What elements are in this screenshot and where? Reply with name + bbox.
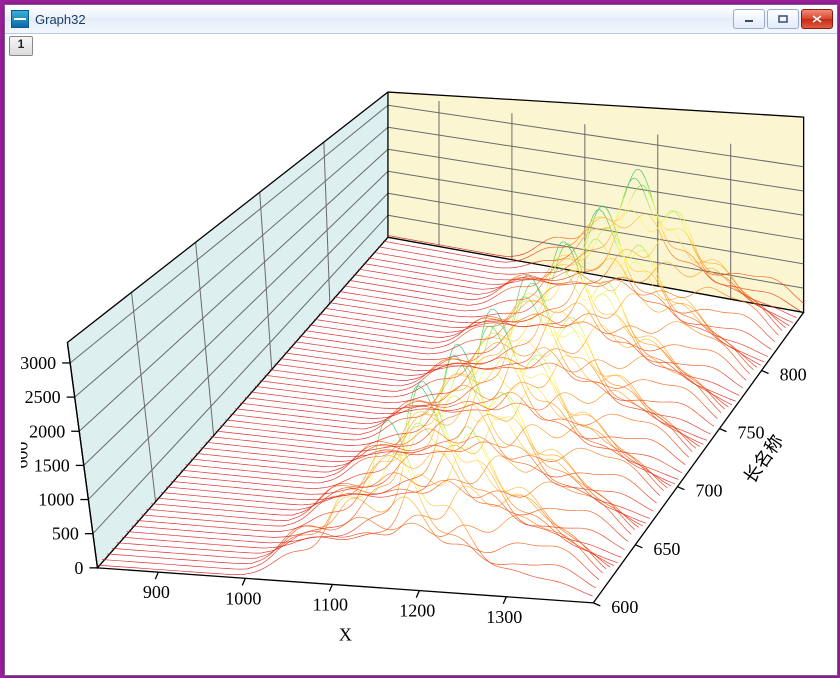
client-area: 1 9001000110012001300X600650700750800长名称… bbox=[5, 34, 837, 675]
window-controls bbox=[733, 9, 833, 29]
close-button[interactable] bbox=[801, 9, 833, 29]
minimize-button[interactable] bbox=[733, 9, 765, 29]
app-icon bbox=[11, 10, 29, 28]
title-bar[interactable]: Graph32 bbox=[5, 5, 837, 34]
maximize-button[interactable] bbox=[767, 9, 799, 29]
close-icon bbox=[812, 15, 822, 23]
layer-tab-1[interactable]: 1 bbox=[9, 36, 33, 56]
surface-plot: 9001000110012001300X600650700750800长名称05… bbox=[21, 62, 825, 663]
minimize-icon bbox=[744, 15, 754, 23]
maximize-icon bbox=[778, 15, 788, 23]
plot-area[interactable]: 9001000110012001300X600650700750800长名称05… bbox=[21, 62, 825, 663]
window-title: Graph32 bbox=[35, 12, 733, 27]
application-window: Graph32 1 9001000110012001300X6006507007… bbox=[4, 4, 838, 676]
